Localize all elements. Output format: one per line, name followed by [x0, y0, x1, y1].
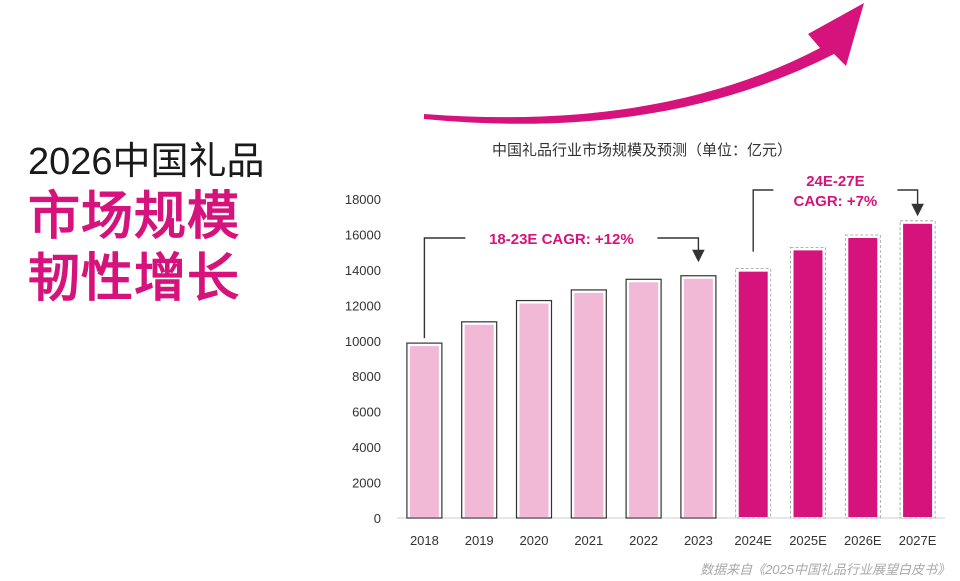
x-tick-label: 2018	[410, 533, 439, 548]
y-tick-label: 0	[374, 511, 381, 526]
bar-2025e	[793, 250, 823, 517]
market-size-chart: 中国礼品行业市场规模及预测（单位：亿元） 0 2000 4000 6000 8000 10…	[345, 3, 945, 548]
cagr-2018-2023-label: 18-23E CAGR: +12%	[489, 231, 634, 248]
bar-2021	[574, 292, 604, 517]
bar-2019	[464, 324, 494, 517]
y-tick-label: 18000	[345, 192, 381, 207]
bar-2023	[683, 278, 713, 517]
x-tick-label: 2019	[465, 533, 494, 548]
bar-2027e	[903, 223, 933, 518]
y-tick-label: 16000	[345, 227, 381, 242]
bar-2020	[519, 303, 549, 517]
y-tick-label: 10000	[345, 334, 381, 349]
growth-arrow-icon	[424, 3, 864, 124]
cagr-forecast-bracket-right	[897, 189, 924, 217]
x-tick-label: 2021	[574, 533, 603, 548]
cagr-bracket-left	[423, 237, 466, 339]
y-tick-label: 6000	[352, 405, 381, 420]
x-tick-label: 2026E	[844, 533, 882, 548]
y-tick-label: 4000	[352, 440, 381, 455]
cagr-bracket-right	[657, 237, 705, 263]
bar-outline	[461, 321, 498, 519]
bar-2022	[629, 282, 659, 517]
bar-2018	[409, 346, 439, 517]
y-tick-label: 12000	[345, 298, 381, 313]
headline-resilient-growth: 韧性增长	[28, 250, 241, 308]
cagr-forecast-bracket-left	[752, 189, 774, 252]
headline: 2026中国礼品 市场规模 韧性增长	[28, 138, 265, 310]
bar-outline	[406, 342, 443, 519]
headline-market-size: 市场规模	[28, 188, 241, 246]
x-tick-label: 2023	[684, 533, 713, 548]
x-tick-label: 2024E	[734, 533, 772, 548]
data-source-note: 数据来自《2025中国礼品行业展望白皮书》	[700, 562, 950, 577]
bar-outline	[515, 299, 553, 519]
bar-outline	[899, 220, 936, 519]
bar-outline	[735, 268, 772, 519]
x-tick-label: 2020	[520, 533, 549, 548]
x-tick-label: 2022	[629, 533, 658, 548]
bar-outline	[844, 234, 881, 519]
x-tick-label: 2027E	[899, 533, 937, 548]
cagr-forecast-range-label: 24E-27E	[806, 173, 864, 190]
chart-title: 中国礼品行业市场规模及预测（单位：亿元）	[492, 142, 792, 159]
x-axis: 2018 2019 2020 2021 2022 2023 2024E 2025E 2026E 2…	[410, 533, 937, 548]
cagr-annotations: 18-23E CAGR: +12% 24E-27E CAGR: +7%	[423, 173, 924, 339]
bar-outline	[680, 275, 717, 519]
headline-year-title: 2026中国礼品	[28, 141, 265, 183]
y-tick-label: 8000	[352, 369, 381, 384]
y-tick-label: 14000	[345, 263, 381, 278]
y-tick-label: 2000	[352, 476, 381, 491]
cagr-forecast-value-label: CAGR: +7%	[794, 193, 878, 210]
bar-outline	[625, 278, 662, 519]
bars	[406, 220, 936, 519]
bar-outline	[790, 246, 826, 519]
bar-2026e	[848, 237, 878, 517]
x-tick-label: 2025E	[789, 533, 827, 548]
bar-2024e	[738, 271, 768, 517]
bar-outline	[570, 289, 607, 519]
